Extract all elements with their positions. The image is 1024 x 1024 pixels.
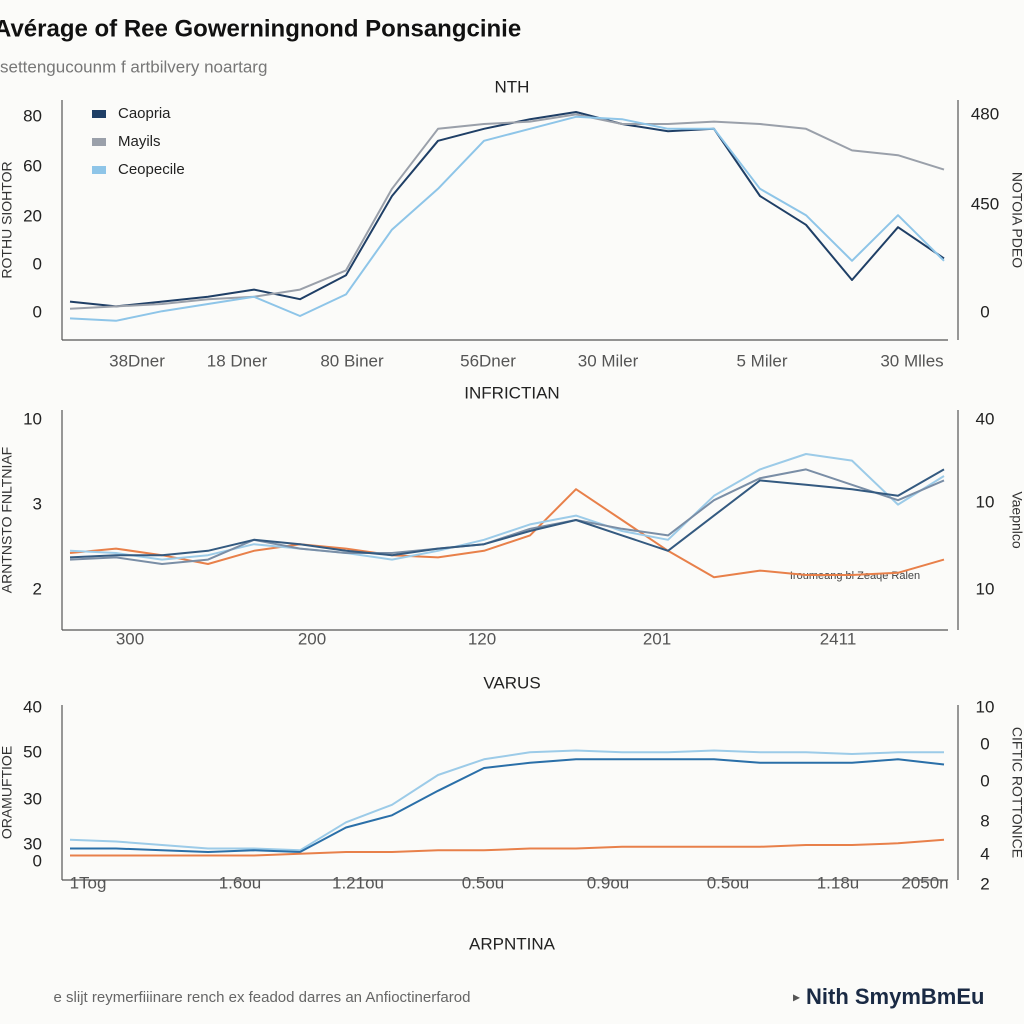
panel-title: NTH — [495, 77, 530, 96]
y-tick-label: 0 — [33, 302, 42, 321]
data-line — [69, 468, 945, 559]
x-tick-label: 56Dner — [460, 351, 516, 370]
y-tick-label: 80 — [23, 106, 42, 125]
data-line — [69, 115, 945, 322]
legend-label: Mayils — [118, 133, 161, 150]
x-tick-label: 300 — [116, 629, 144, 648]
y-tick-label: 10 — [23, 409, 42, 428]
x-tick-label: 201 — [643, 629, 671, 648]
data-line — [69, 113, 945, 310]
y-tick-label: 2 — [33, 579, 42, 598]
data-line — [70, 838, 945, 857]
y2-tick-label: 10 — [976, 492, 995, 511]
x-tick-label: 5 Miler — [736, 351, 787, 370]
y-tick-label: 60 — [23, 156, 42, 175]
x-tick-label: 18 Dner — [207, 351, 268, 370]
y-tick-label: 30 — [23, 789, 42, 808]
legend-label: Ceopecile — [118, 161, 185, 178]
brand-icon: ▸ — [793, 989, 800, 1005]
x-tick-label: 38Dner — [109, 351, 165, 370]
data-line — [69, 468, 945, 565]
panel-title: INFRICTIAN — [464, 383, 559, 402]
y2-tick-label: 10 — [976, 579, 995, 598]
x-tick-label: 1.6ou — [219, 873, 262, 892]
x-tick-label: 1Tog — [70, 873, 107, 892]
y-axis-label: ORAMUFTIOE — [0, 746, 15, 839]
y-tick-label: 3 — [33, 494, 42, 513]
x-tick-label: 2050n — [901, 873, 948, 892]
y2-tick-label: 0 — [980, 734, 989, 753]
x-tick-label: 30 Mlles — [880, 351, 943, 370]
y2-axis-label: CIFTIC ROTTONICE — [1009, 727, 1024, 858]
y2-tick-label: 450 — [971, 194, 999, 213]
footnote: e slijt reymerfiiinare rench ex feadod d… — [54, 989, 471, 1006]
y2-axis-label: NOTOIA PDEO — [1009, 172, 1024, 268]
y2-tick-label: 0 — [980, 302, 989, 321]
y2-tick-label: 40 — [976, 409, 995, 428]
y-tick-label: 30 — [23, 834, 42, 853]
x-tick-label: 0.5ou — [462, 873, 505, 892]
x-tick-label: 0.9ou — [587, 873, 630, 892]
x-tick-label: 0.5ou — [707, 873, 750, 892]
data-line — [69, 453, 945, 561]
y-tick-label: 0 — [33, 851, 42, 870]
legend-swatch — [92, 110, 106, 118]
y-tick-label: 40 — [23, 697, 42, 716]
y2-tick-label: 480 — [971, 104, 999, 123]
x-tick-label: 1.21ou — [332, 873, 384, 892]
x-tick-label: 80 Biner — [320, 351, 384, 370]
y2-tick-label: 10 — [976, 697, 995, 716]
y2-axis-label: Vaepnlco — [1009, 491, 1024, 549]
page-subtitle: settengucounm f artbilvery noartarg — [0, 57, 267, 76]
data-line — [70, 758, 945, 853]
data-line — [69, 749, 944, 852]
y2-tick-label: 0 — [980, 771, 989, 790]
brand: Nith SmymBmEu — [806, 984, 984, 1009]
y2-tick-label: 2 — [980, 874, 989, 893]
y2-tick-label: 4 — [980, 844, 989, 863]
x-tick-label: 1.18u — [817, 873, 860, 892]
x-tick-label: 200 — [298, 629, 326, 648]
x-axis-label: ARPNTINA — [469, 934, 556, 953]
data-line — [69, 111, 945, 308]
y-axis-label: ROTHU SIOHTOR — [0, 161, 15, 278]
legend-label: Caopria — [118, 105, 171, 122]
x-tick-label: 30 Miler — [578, 351, 639, 370]
x-tick-label: 2411 — [820, 629, 857, 648]
page-title: Avérage of Ree Gowerningnond Ponsangcini… — [0, 15, 521, 42]
y2-tick-label: 8 — [980, 811, 989, 830]
legend-swatch — [92, 138, 106, 146]
y-axis-label: ARNTNSTO FNLTNIAF — [0, 447, 15, 594]
y-tick-label: 20 — [23, 206, 42, 225]
x-tick-label: 120 — [468, 629, 496, 648]
y-tick-label: 50 — [23, 742, 42, 761]
panel-title: VARUS — [483, 673, 540, 692]
y-tick-label: 0 — [33, 254, 42, 273]
data-line — [69, 488, 945, 579]
legend-swatch — [92, 166, 106, 174]
